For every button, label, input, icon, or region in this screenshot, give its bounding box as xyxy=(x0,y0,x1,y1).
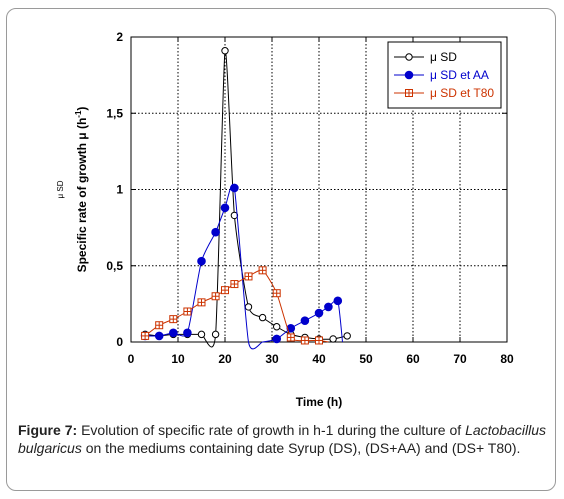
point-marker xyxy=(211,292,220,301)
y-axis-title-exponent: -1 xyxy=(74,110,83,118)
point-marker xyxy=(314,308,324,318)
point-marker xyxy=(272,334,282,344)
caption-label: Figure 7: xyxy=(18,422,78,438)
point-marker xyxy=(286,333,295,342)
y-tick-label: 1,5 xyxy=(106,106,123,120)
legend: μ SD μ SD et AA μ SD et T80 xyxy=(387,41,502,109)
y-tick-label: 0,5 xyxy=(106,259,123,273)
side-series-label: μ SD xyxy=(56,180,65,198)
point-marker xyxy=(169,315,178,324)
point-marker xyxy=(404,70,414,80)
y-tick-label: 2 xyxy=(116,30,123,44)
series-line xyxy=(145,50,348,348)
y-tick-label: 0 xyxy=(116,335,123,349)
caption-text-2: on the mediums containing date Syrup (DS… xyxy=(81,440,521,456)
point-marker xyxy=(405,89,413,97)
point-marker xyxy=(333,296,343,306)
y-axis-title: Specific rate of growth μ (h-1) xyxy=(74,107,89,273)
x-tick-label: 0 xyxy=(128,352,135,366)
growth-rate-chart: 0 10 20 30 40 50 60 70 80 0 0,5 1 1,5 2 μ SD μ SD et A… xyxy=(56,30,514,409)
point-marker xyxy=(230,183,239,193)
point-marker xyxy=(300,336,309,345)
point-marker xyxy=(221,286,229,295)
caption-species: Lactobacillus bulgaricus xyxy=(18,422,546,456)
point-marker xyxy=(197,298,206,307)
point-marker xyxy=(343,332,351,340)
x-tick-label: 10 xyxy=(171,352,185,366)
x-tick-label: 40 xyxy=(312,352,326,366)
legend-label: μ SD xyxy=(430,50,457,64)
series-line xyxy=(145,184,343,350)
x-tick-label: 50 xyxy=(359,352,373,366)
point-marker xyxy=(329,335,337,343)
point-marker xyxy=(183,307,192,316)
point-marker xyxy=(273,323,281,331)
point-marker xyxy=(211,227,220,237)
point-marker xyxy=(405,53,413,61)
axis-ticks: 0 10 20 30 40 50 60 70 80 0 0,5 1 1,5 2 xyxy=(106,30,514,366)
point-marker xyxy=(244,303,253,311)
x-tick-label: 80 xyxy=(500,352,514,366)
point-marker xyxy=(169,328,178,338)
series-2 xyxy=(140,183,343,350)
point-marker xyxy=(220,203,230,213)
point-marker xyxy=(324,302,333,312)
point-marker xyxy=(272,289,281,298)
y-axis-title-main: Specific rate of growth μ (h xyxy=(75,118,89,273)
legend-item: μ SD et T80 xyxy=(394,86,494,100)
point-marker xyxy=(300,316,310,325)
point-marker xyxy=(230,280,239,289)
series-3 xyxy=(141,266,329,345)
point-marker xyxy=(258,266,267,275)
point-marker xyxy=(154,331,164,341)
y-tick-label: 1 xyxy=(116,183,123,197)
point-marker xyxy=(315,336,323,345)
legend-label: μ SD et T80 xyxy=(430,86,494,100)
point-marker xyxy=(211,330,220,339)
point-marker xyxy=(155,321,164,330)
point-marker xyxy=(221,47,229,55)
legend-label: μ SD et AA xyxy=(430,68,489,82)
point-marker xyxy=(141,331,150,340)
x-tick-label: 70 xyxy=(453,352,467,366)
point-marker xyxy=(258,313,267,322)
x-tick-label: 60 xyxy=(406,352,420,366)
point-marker xyxy=(244,272,253,281)
legend-item: μ SD et AA xyxy=(394,68,489,82)
point-marker xyxy=(197,330,206,339)
legend-item: μ SD xyxy=(394,50,457,64)
x-tick-label: 20 xyxy=(218,352,232,366)
x-tick-label: 30 xyxy=(265,352,279,366)
caption-text-1: Evolution of specific rate of growth in … xyxy=(77,422,466,438)
x-axis-title: Time (h) xyxy=(296,395,342,409)
point-marker xyxy=(183,328,192,338)
data-series xyxy=(140,47,351,350)
series-1 xyxy=(141,47,351,348)
figure-caption: Figure 7: Evolution of specific rate of … xyxy=(18,421,546,457)
y-axis-title-close: ) xyxy=(75,107,89,111)
point-marker xyxy=(197,256,206,266)
